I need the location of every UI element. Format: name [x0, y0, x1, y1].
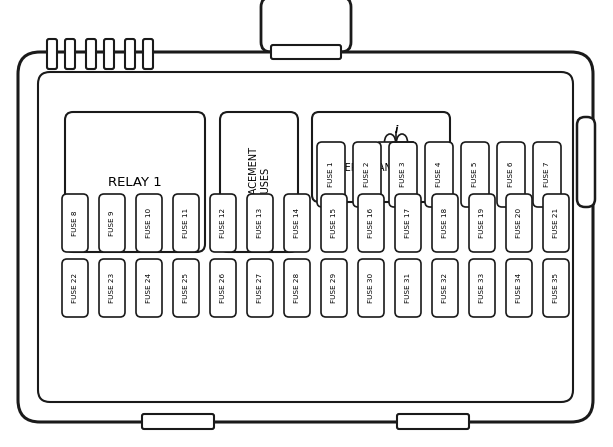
- Text: FUSE 1: FUSE 1: [328, 162, 334, 187]
- FancyBboxPatch shape: [38, 72, 573, 402]
- FancyBboxPatch shape: [321, 194, 347, 252]
- FancyBboxPatch shape: [395, 194, 421, 252]
- Text: FUSE 33: FUSE 33: [479, 273, 485, 303]
- Text: FUSE 31: FUSE 31: [405, 273, 411, 303]
- FancyBboxPatch shape: [397, 414, 469, 429]
- Text: FUSE 29: FUSE 29: [331, 273, 337, 303]
- FancyBboxPatch shape: [284, 259, 310, 317]
- FancyBboxPatch shape: [577, 117, 595, 207]
- Text: FUSE 13: FUSE 13: [257, 208, 263, 238]
- FancyBboxPatch shape: [497, 142, 525, 207]
- FancyBboxPatch shape: [62, 194, 88, 252]
- FancyBboxPatch shape: [136, 259, 162, 317]
- FancyBboxPatch shape: [506, 194, 532, 252]
- Text: FUSE 26: FUSE 26: [220, 273, 226, 303]
- Text: REPLACEMENT
FUSES: REPLACEMENT FUSES: [248, 146, 270, 218]
- FancyBboxPatch shape: [143, 39, 153, 69]
- FancyBboxPatch shape: [284, 194, 310, 252]
- FancyBboxPatch shape: [533, 142, 561, 207]
- FancyBboxPatch shape: [142, 414, 214, 429]
- Text: FUSE 22: FUSE 22: [72, 273, 78, 303]
- Text: FUSE 25: FUSE 25: [183, 273, 189, 303]
- FancyBboxPatch shape: [210, 194, 236, 252]
- Text: FUSE 9: FUSE 9: [109, 210, 115, 236]
- Text: FUSE 20: FUSE 20: [516, 208, 522, 238]
- Text: FUSE 7: FUSE 7: [544, 162, 550, 187]
- Text: FUSE 18: FUSE 18: [442, 208, 448, 238]
- FancyBboxPatch shape: [247, 194, 273, 252]
- FancyBboxPatch shape: [312, 112, 450, 202]
- FancyBboxPatch shape: [389, 142, 417, 207]
- Text: FUSE 8: FUSE 8: [72, 210, 78, 236]
- Text: FUSE 23: FUSE 23: [109, 273, 115, 303]
- Text: FUSE 5: FUSE 5: [472, 162, 478, 187]
- Text: FUSE 14: FUSE 14: [294, 208, 300, 238]
- FancyBboxPatch shape: [104, 39, 114, 69]
- FancyBboxPatch shape: [321, 259, 347, 317]
- FancyBboxPatch shape: [543, 194, 569, 252]
- Text: FUSE 28: FUSE 28: [294, 273, 300, 303]
- Text: FUSE 30: FUSE 30: [368, 273, 374, 303]
- FancyBboxPatch shape: [62, 259, 88, 317]
- Text: FUSE 35: FUSE 35: [553, 273, 559, 303]
- Text: RELAY 1: RELAY 1: [108, 176, 162, 189]
- Text: FUSE 15: FUSE 15: [331, 208, 337, 238]
- FancyBboxPatch shape: [47, 39, 57, 69]
- FancyBboxPatch shape: [173, 194, 199, 252]
- Text: SEE
OWNER'S MANUAL: SEE OWNER'S MANUAL: [320, 149, 411, 173]
- FancyBboxPatch shape: [220, 112, 298, 252]
- Text: FUSE 17: FUSE 17: [405, 208, 411, 238]
- FancyBboxPatch shape: [210, 259, 236, 317]
- FancyBboxPatch shape: [358, 259, 384, 317]
- Text: FUSE 3: FUSE 3: [400, 162, 406, 187]
- Text: FUSE 12: FUSE 12: [220, 208, 226, 238]
- FancyBboxPatch shape: [395, 259, 421, 317]
- FancyBboxPatch shape: [261, 0, 351, 52]
- FancyBboxPatch shape: [469, 259, 495, 317]
- Text: FUSE 19: FUSE 19: [479, 208, 485, 238]
- FancyBboxPatch shape: [271, 45, 341, 59]
- Text: FUSE 27: FUSE 27: [257, 273, 263, 303]
- FancyBboxPatch shape: [18, 52, 593, 422]
- FancyBboxPatch shape: [461, 142, 489, 207]
- Text: FUSE 16: FUSE 16: [368, 208, 374, 238]
- FancyBboxPatch shape: [99, 194, 125, 252]
- FancyBboxPatch shape: [432, 259, 458, 317]
- FancyBboxPatch shape: [425, 142, 453, 207]
- FancyBboxPatch shape: [317, 142, 345, 207]
- FancyBboxPatch shape: [358, 194, 384, 252]
- FancyBboxPatch shape: [125, 39, 135, 69]
- Text: FUSE 4: FUSE 4: [436, 162, 442, 187]
- FancyBboxPatch shape: [173, 259, 199, 317]
- FancyBboxPatch shape: [65, 112, 205, 252]
- Text: FUSE 10: FUSE 10: [146, 208, 152, 238]
- FancyBboxPatch shape: [247, 259, 273, 317]
- Text: FUSE 6: FUSE 6: [508, 162, 514, 187]
- FancyBboxPatch shape: [99, 259, 125, 317]
- Text: FUSE 34: FUSE 34: [516, 273, 522, 303]
- Text: FUSE 24: FUSE 24: [146, 273, 152, 303]
- Text: i: i: [394, 125, 398, 135]
- FancyBboxPatch shape: [506, 259, 532, 317]
- FancyBboxPatch shape: [136, 194, 162, 252]
- Text: FUSE 11: FUSE 11: [183, 208, 189, 238]
- FancyBboxPatch shape: [86, 39, 96, 69]
- FancyBboxPatch shape: [432, 194, 458, 252]
- Text: FUSE 2: FUSE 2: [364, 162, 370, 187]
- FancyBboxPatch shape: [543, 259, 569, 317]
- Text: FUSE 32: FUSE 32: [442, 273, 448, 303]
- FancyBboxPatch shape: [469, 194, 495, 252]
- FancyBboxPatch shape: [65, 39, 75, 69]
- FancyBboxPatch shape: [353, 142, 381, 207]
- Text: FUSE 21: FUSE 21: [553, 208, 559, 238]
